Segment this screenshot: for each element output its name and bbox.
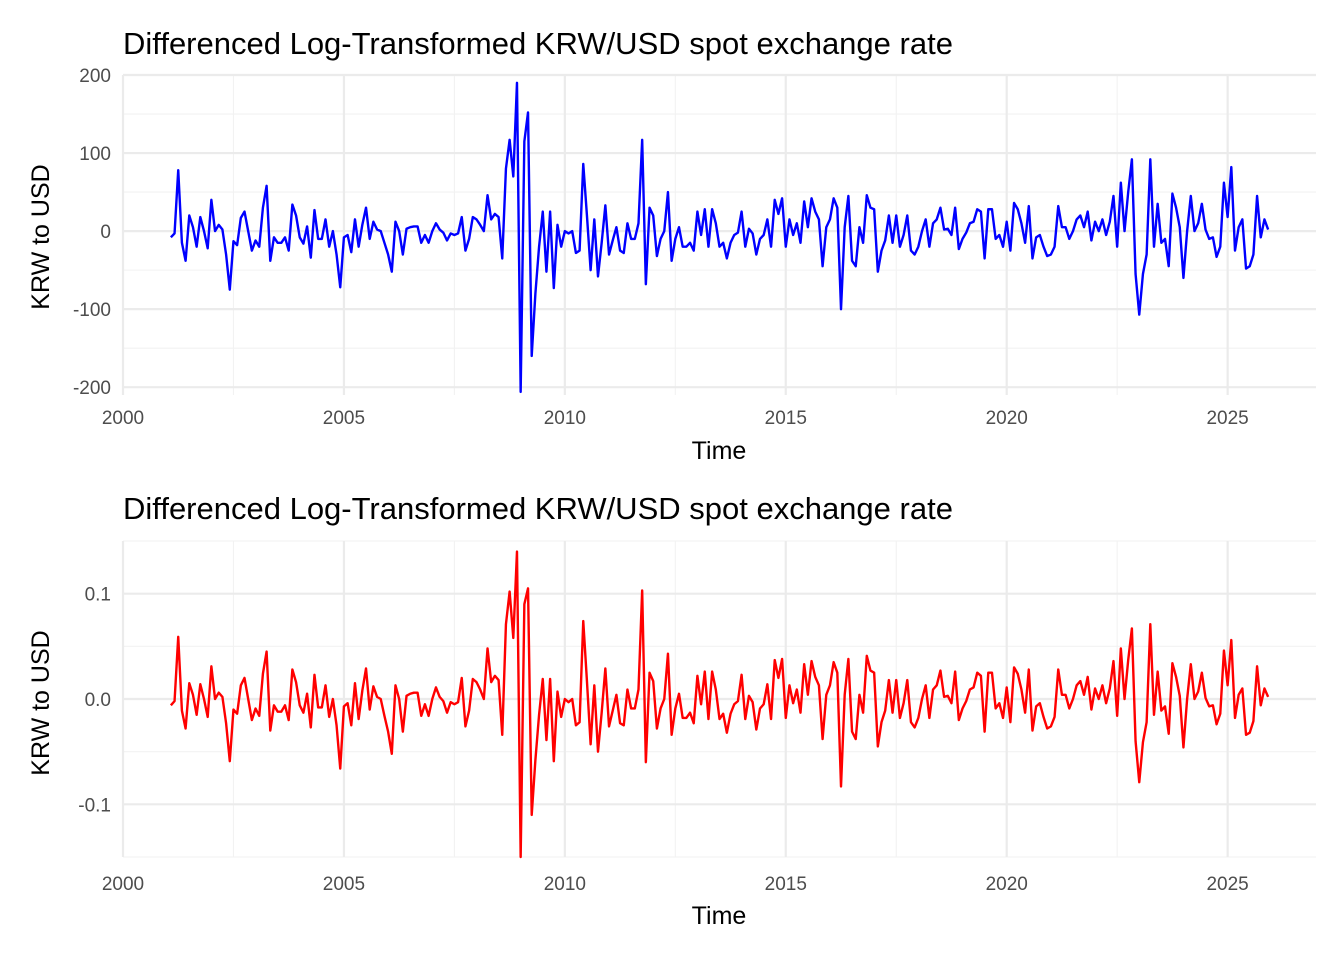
top-chart-x-tick-label: 2015 — [765, 408, 807, 429]
bottom-chart-y-tick-label: -0.1 — [78, 795, 111, 816]
top-chart-gridlines — [121, 73, 1316, 395]
bottom-chart-series — [169, 550, 1270, 859]
top-chart-series — [169, 81, 1270, 394]
bottom-chart-x-tick-labels: 2000 2005 2010 2015 2020 2025 — [102, 874, 1249, 895]
bottom-chart-x-axis-title: Time — [692, 902, 747, 930]
bottom-chart-y-tick-label: 0.1 — [85, 585, 111, 606]
bottom-chart-x-tick-label: 2000 — [102, 874, 144, 895]
top-chart-x-tick-label: 2025 — [1206, 408, 1248, 429]
top-chart-x-axis-title: Time — [692, 437, 747, 465]
bottom-chart-x-tick-label: 2005 — [323, 874, 365, 895]
top-chart-y-tick-label: 100 — [79, 144, 111, 165]
top-chart-panel: Differenced Log-Transformed KRW/USD spot… — [27, 26, 1316, 465]
bottom-chart-title: Differenced Log-Transformed KRW/USD spot… — [123, 491, 953, 526]
top-chart-series-line — [169, 81, 1270, 394]
bottom-chart-x-tick-label: 2015 — [765, 874, 807, 895]
top-chart-y-tick-label: 0 — [100, 222, 111, 243]
top-chart-y-tick-label: -200 — [73, 378, 111, 399]
bottom-chart-gridlines — [121, 540, 1316, 858]
top-chart-y-tick-labels: -200 -100 0 100 200 — [73, 66, 111, 399]
top-chart-x-tick-labels: 2000 2005 2010 2015 2020 2025 — [102, 408, 1249, 429]
bottom-chart-series-line — [169, 550, 1270, 859]
bottom-chart-y-tick-label: 0.0 — [85, 690, 111, 711]
top-chart-x-tick-label: 2005 — [323, 408, 365, 429]
bottom-chart-panel: Differenced Log-Transformed KRW/USD spot… — [27, 491, 1316, 930]
bottom-chart-x-tick-label: 2020 — [986, 874, 1028, 895]
top-chart-title: Differenced Log-Transformed KRW/USD spot… — [123, 26, 953, 61]
top-chart-x-tick-label: 2020 — [986, 408, 1028, 429]
top-chart-y-tick-label: 200 — [79, 66, 111, 87]
bottom-chart-y-tick-labels: -0.1 0.0 0.1 — [78, 585, 111, 817]
bottom-chart-x-tick-label: 2025 — [1206, 874, 1248, 895]
bottom-chart-y-axis-title: KRW to USD — [27, 630, 55, 775]
bottom-chart-x-tick-label: 2010 — [544, 874, 586, 895]
top-chart-x-tick-label: 2000 — [102, 408, 144, 429]
top-chart-x-tick-label: 2010 — [544, 408, 586, 429]
top-chart-y-tick-label: -100 — [73, 300, 111, 321]
top-chart-y-axis-title: KRW to USD — [27, 164, 55, 309]
